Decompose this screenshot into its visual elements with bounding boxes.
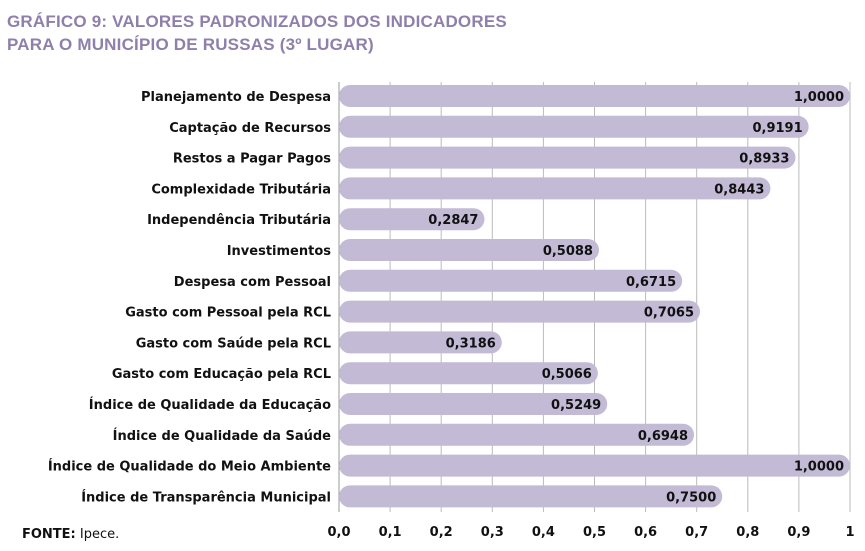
x-tick-label: 0,1 [379,525,402,540]
category-label: Índice de Transparência Municipal [81,489,331,505]
bar [339,331,502,354]
data-label: 0,5066 [542,367,592,382]
x-tick-label: 0,2 [430,525,453,540]
bar [339,115,809,138]
x-tick-label: 0,7 [685,525,708,540]
source-text: Ipece. [75,527,120,542]
category-label: Gasto com Pessoal pela RCL [125,306,331,321]
category-label: Independência Tributária [147,213,331,228]
source-label: FONTE: [22,527,76,542]
bar [339,423,695,446]
bar [339,85,850,107]
category-label: Planejamento de Despesa [141,90,331,105]
category-label: Índice de Qualidade da Educação [89,397,331,413]
data-label: 1,0000 [794,460,844,475]
bar [339,208,485,231]
bar [339,177,771,200]
category-label: Complexidade Tributária [151,182,331,197]
data-label: 0,8933 [739,152,789,167]
chart-title: GRÁFICO 9: VALORES PADRONIZADOS DOS INDI… [7,10,507,56]
bar [339,362,598,385]
source-note: FONTE: Ipece. [22,527,119,542]
data-label: 0,6948 [638,429,688,444]
bar [339,146,796,169]
data-label: 0,6715 [626,275,676,290]
category-label: Captação de Recursos [169,121,331,136]
bar [339,393,608,415]
bar [339,485,723,508]
title-line-2: PARA O MUNICÍPIO DE RUSSAS (3º LUGAR) [7,35,374,54]
title-line-1: GRÁFICO 9: VALORES PADRONIZADOS DOS INDI… [7,12,507,31]
data-label: 0,5088 [543,244,593,259]
x-tick-label: 0,6 [634,525,657,540]
category-label: Despesa com Pessoal [174,275,331,290]
category-label: Gasto com Saúde pela RCL [136,336,331,351]
data-label: 0,7500 [666,490,716,505]
x-tick-label: 0,9 [787,525,810,540]
data-label: 0,9191 [752,121,802,136]
category-label: Índice de Qualidade da Saúde [113,428,332,444]
category-label: Restos a Pagar Pagos [173,152,331,167]
data-label: 0,5249 [551,398,601,413]
data-label: 0,3186 [446,336,496,351]
bar [339,239,599,261]
bar [339,454,850,477]
category-label: Investimentos [227,244,332,259]
x-tick-label: 0,5 [583,525,606,540]
data-label: 0,2847 [428,213,478,228]
x-tick-label: 0,0 [327,525,350,540]
data-label: 0,7065 [644,306,694,321]
category-label: Gasto com Educação pela RCL [112,367,331,382]
x-tick-label: 0,8 [736,525,759,540]
x-tick-label: 1 [845,525,854,540]
data-label: 0,8443 [714,182,764,197]
x-tick-label: 0,4 [532,525,555,540]
data-label: 1,0000 [794,90,844,105]
x-tick-label: 0,3 [481,525,504,540]
category-label: Índice de Qualidade do Meio Ambiente [48,459,331,475]
bar [339,300,701,323]
bar [339,269,683,292]
